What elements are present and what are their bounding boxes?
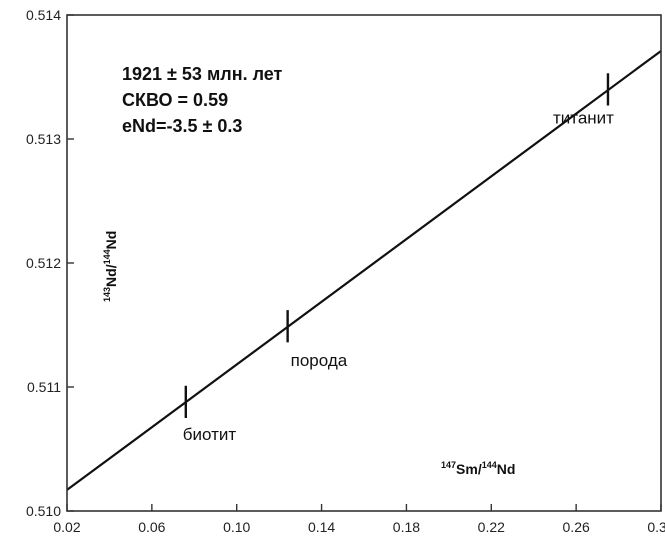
y-axis-ticks: 0.510 0.511 0.512 0.513 0.514 bbox=[26, 7, 74, 519]
plot-frame bbox=[66, 14, 662, 512]
point-label: биотит bbox=[183, 425, 237, 444]
x-axis-ticks: 0.02 0.06 0.10 0.14 0.18 0.22 0.26 0.30 bbox=[53, 504, 665, 535]
x-tick-label: 0.14 bbox=[308, 519, 335, 535]
x-tick-label: 0.18 bbox=[393, 519, 420, 535]
mswd-annotation: СКВО = 0.59 bbox=[122, 90, 228, 110]
point-label: порода bbox=[291, 351, 348, 370]
data-series: биотит порода титанит bbox=[66, 50, 662, 491]
y-tick-label: 0.511 bbox=[27, 379, 61, 395]
x-axis-label: 147Sm/144Nd bbox=[441, 460, 515, 477]
isochron-line bbox=[66, 50, 662, 491]
x-tick-label: 0.06 bbox=[138, 519, 165, 535]
point-label: титанит bbox=[553, 108, 614, 127]
y-tick-label: 0.512 bbox=[26, 255, 61, 271]
x-tick-label: 0.26 bbox=[563, 519, 590, 535]
end-annotation: eNd=-3.5 ± 0.3 bbox=[122, 116, 242, 136]
x-tick-label: 0.02 bbox=[53, 519, 80, 535]
y-tick-label: 0.514 bbox=[26, 7, 61, 23]
age-annotation: 1921 ± 53 млн. лет bbox=[122, 64, 283, 84]
x-tick-label: 0.22 bbox=[478, 519, 505, 535]
x-tick-label: 0.30 bbox=[647, 519, 665, 535]
y-tick-label: 0.510 bbox=[26, 503, 61, 519]
y-tick-label: 0.513 bbox=[26, 131, 61, 147]
x-tick-label: 0.10 bbox=[223, 519, 250, 535]
y-axis-label: 143Nd/144Nd bbox=[102, 231, 119, 302]
